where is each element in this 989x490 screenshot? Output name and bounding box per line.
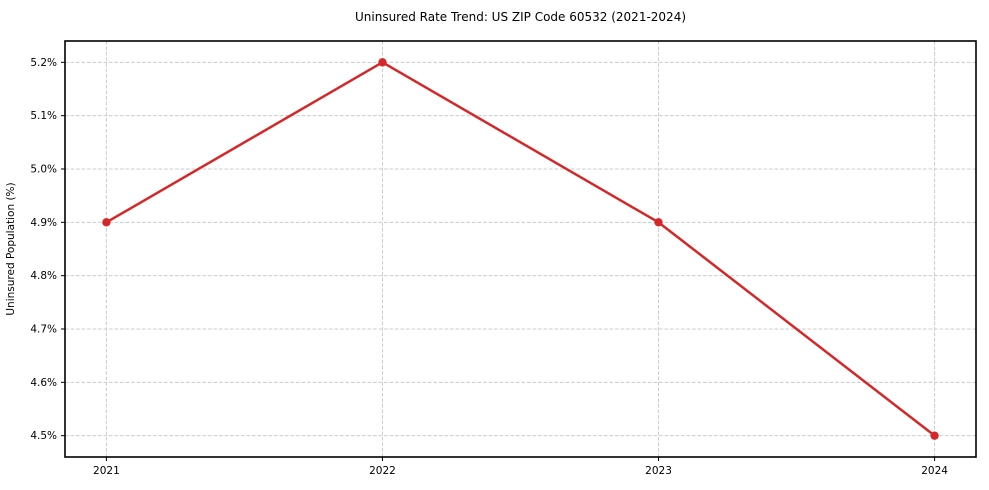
x-tick-label: 2024 <box>921 465 948 477</box>
trend-line <box>105 61 936 437</box>
data-point-2021 <box>102 218 111 227</box>
data-point-2022 <box>378 58 387 67</box>
data-point-2024 <box>930 431 939 440</box>
gridlines <box>65 41 976 457</box>
y-tick-label: 4.7% <box>30 324 57 336</box>
data-point-2023 <box>654 218 663 227</box>
data-series <box>102 58 939 440</box>
y-tick-label: 4.5% <box>30 430 57 442</box>
y-tick-label: 4.9% <box>30 217 57 229</box>
chart-title: Uninsured Rate Trend: US ZIP Code 60532 … <box>355 10 686 24</box>
y-tick-label: 5.1% <box>30 110 57 122</box>
y-tick-label: 4.8% <box>30 270 57 282</box>
y-axis-label: Uninsured Population (%) <box>5 182 17 315</box>
y-tick-label: 5.0% <box>30 164 57 176</box>
x-tick-label: 2021 <box>93 465 120 477</box>
y-tick-label: 4.6% <box>30 377 57 389</box>
x-tick-label: 2023 <box>645 465 672 477</box>
x-tick-label: 2022 <box>369 465 396 477</box>
y-tick-label: 5.2% <box>30 57 57 69</box>
plot-border <box>64 40 977 458</box>
axes: 2021 2022 2023 2024 4.5% 4.6% 4.7% 4.8% 4.9% 5.0%… <box>30 57 948 477</box>
